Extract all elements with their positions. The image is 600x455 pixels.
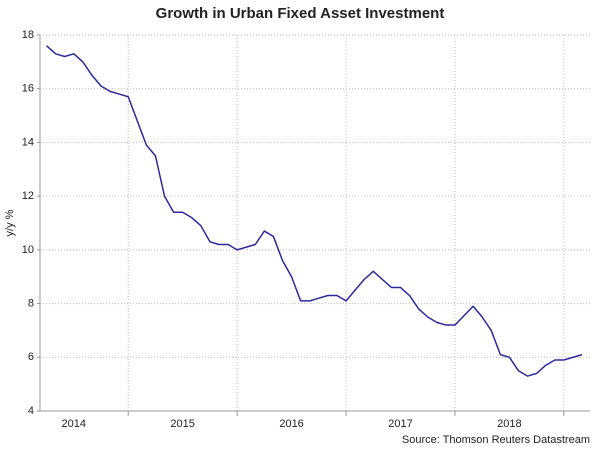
y-tick-label: 12 [22, 190, 34, 202]
y-tick-label: 4 [28, 405, 34, 417]
y-tick-label: 8 [28, 297, 34, 309]
x-tick-label: 2018 [497, 418, 521, 430]
line-series [46, 45, 583, 377]
y-axis-label: y/y % [4, 209, 16, 236]
y-tick-label: 14 [22, 136, 34, 148]
y-tick-label: 18 [22, 29, 34, 41]
x-tick-label: 2015 [170, 418, 194, 430]
y-tick-label: 10 [22, 244, 34, 256]
source-note: Source: Thomson Reuters Datastream [402, 434, 590, 446]
y-tick-label: 16 [22, 83, 34, 95]
x-tick-label: 2016 [279, 418, 303, 430]
chart-title: Growth in Urban Fixed Asset Investment [156, 5, 445, 22]
x-tick-label: 2014 [62, 418, 86, 430]
y-tick-label: 6 [28, 351, 34, 363]
x-tick-label: 2017 [388, 418, 412, 430]
